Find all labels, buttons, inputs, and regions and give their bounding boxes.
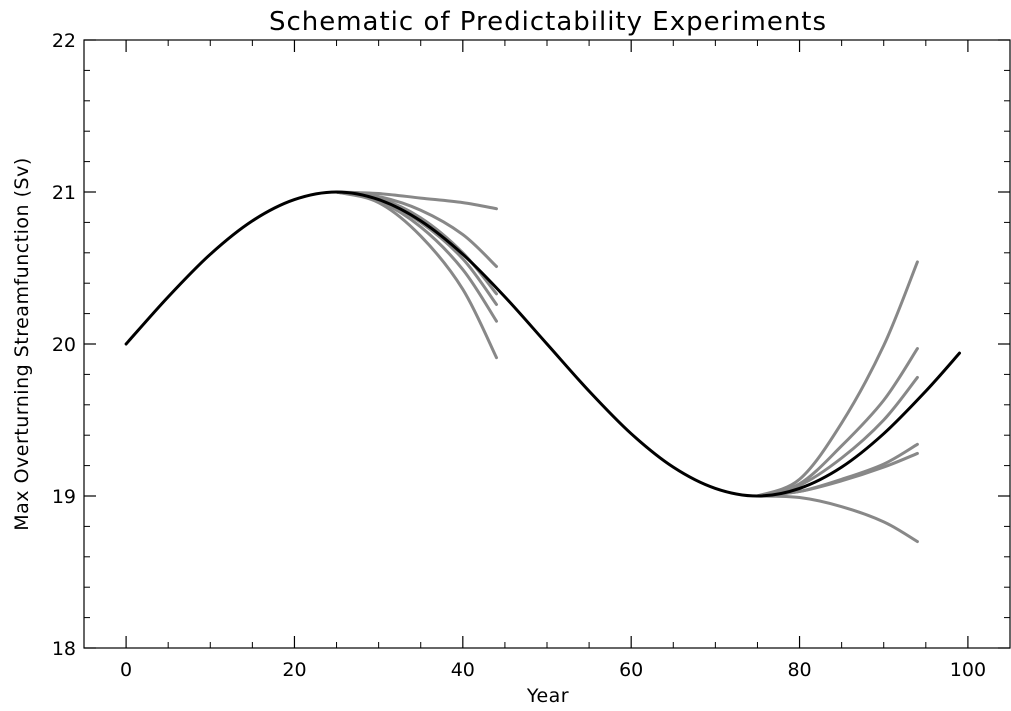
y-tick-label: 21 xyxy=(52,182,76,204)
ensemble-member-line xyxy=(335,190,498,323)
x-tick-label: 0 xyxy=(120,659,132,681)
ensemble-member-line xyxy=(335,190,498,211)
control-run-line xyxy=(124,190,961,498)
x-tick-label: 80 xyxy=(787,659,811,681)
y-tick-label: 20 xyxy=(52,334,76,356)
chart-title: Schematic of Predictability Experiments xyxy=(269,7,827,37)
y-tick-label: 19 xyxy=(52,486,76,508)
y-axis-label: Max Overturning Streamfunction (Sv) xyxy=(11,157,33,530)
ensemble-member-line xyxy=(755,375,919,498)
x-tick-label: 60 xyxy=(619,659,643,681)
x-axis-label: Year xyxy=(526,685,569,707)
x-tick-label: 20 xyxy=(282,659,306,681)
x-axis: 0 20 40 60 80 100 xyxy=(120,40,986,681)
y-axis: 18 19 20 21 22 xyxy=(52,30,1010,660)
ensemble-member-line xyxy=(755,347,919,498)
ensemble-member-line xyxy=(335,190,498,360)
ensemble-member-line xyxy=(755,494,919,544)
y-tick-label: 18 xyxy=(52,638,76,660)
x-tick-label: 100 xyxy=(950,659,986,681)
series-layer xyxy=(124,190,961,544)
ensemble-member-line xyxy=(755,260,919,498)
y-tick-label: 22 xyxy=(52,30,76,52)
x-tick-label: 40 xyxy=(451,659,475,681)
